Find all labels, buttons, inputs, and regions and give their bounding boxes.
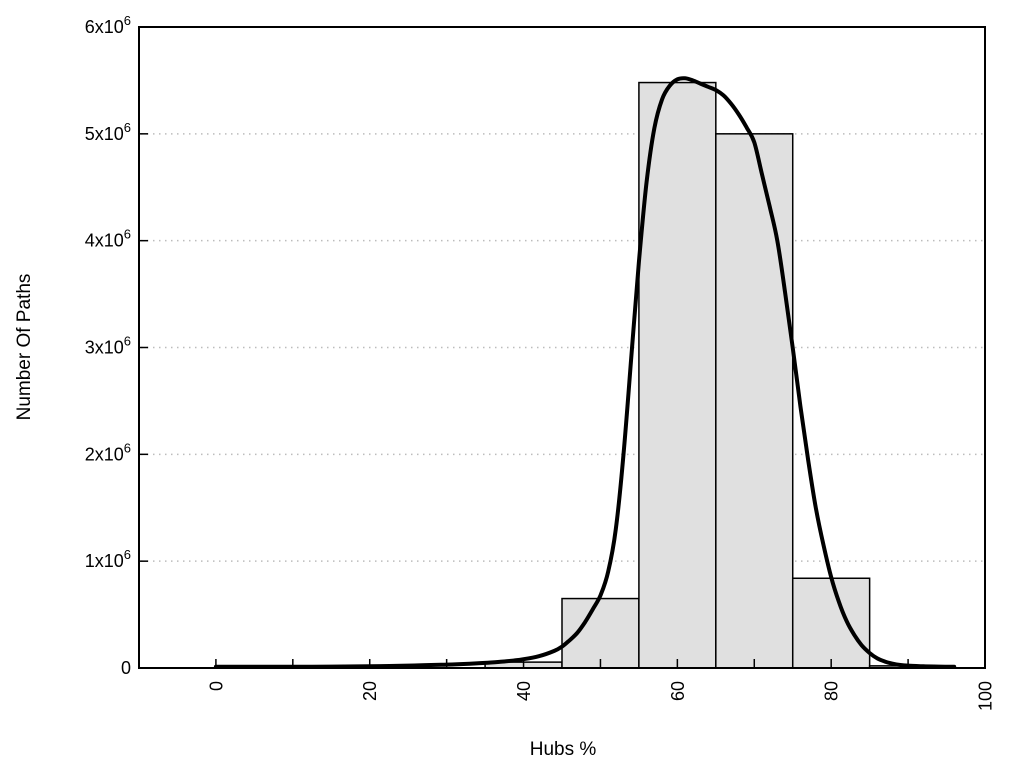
x-tick-label: 100 bbox=[976, 681, 996, 711]
y-tick-label: 1x106 bbox=[85, 547, 131, 571]
y-tick-label: 0 bbox=[121, 658, 131, 678]
x-tick-label: 0 bbox=[206, 681, 226, 691]
x-tick-label: 40 bbox=[514, 681, 534, 701]
y-tick-label: 2x106 bbox=[85, 440, 131, 464]
histogram-bar bbox=[561, 597, 640, 669]
histogram-bar bbox=[715, 133, 794, 669]
y-tick-label: 4x106 bbox=[85, 227, 131, 251]
y-tick-label: 5x106 bbox=[85, 120, 131, 144]
fit-curve bbox=[213, 76, 957, 669]
histogram-bar bbox=[638, 81, 717, 669]
x-tick-label: 80 bbox=[822, 681, 842, 701]
x-tick-label: 20 bbox=[360, 681, 380, 701]
y-tick-label: 3x106 bbox=[85, 334, 131, 358]
x-axis-title: Hubs % bbox=[529, 739, 597, 760]
x-tick-label: 60 bbox=[668, 681, 688, 701]
y-tick-label: 6x106 bbox=[85, 13, 131, 37]
y-axis-title: Number Of Paths bbox=[14, 273, 35, 421]
histogram-bar bbox=[791, 577, 871, 669]
